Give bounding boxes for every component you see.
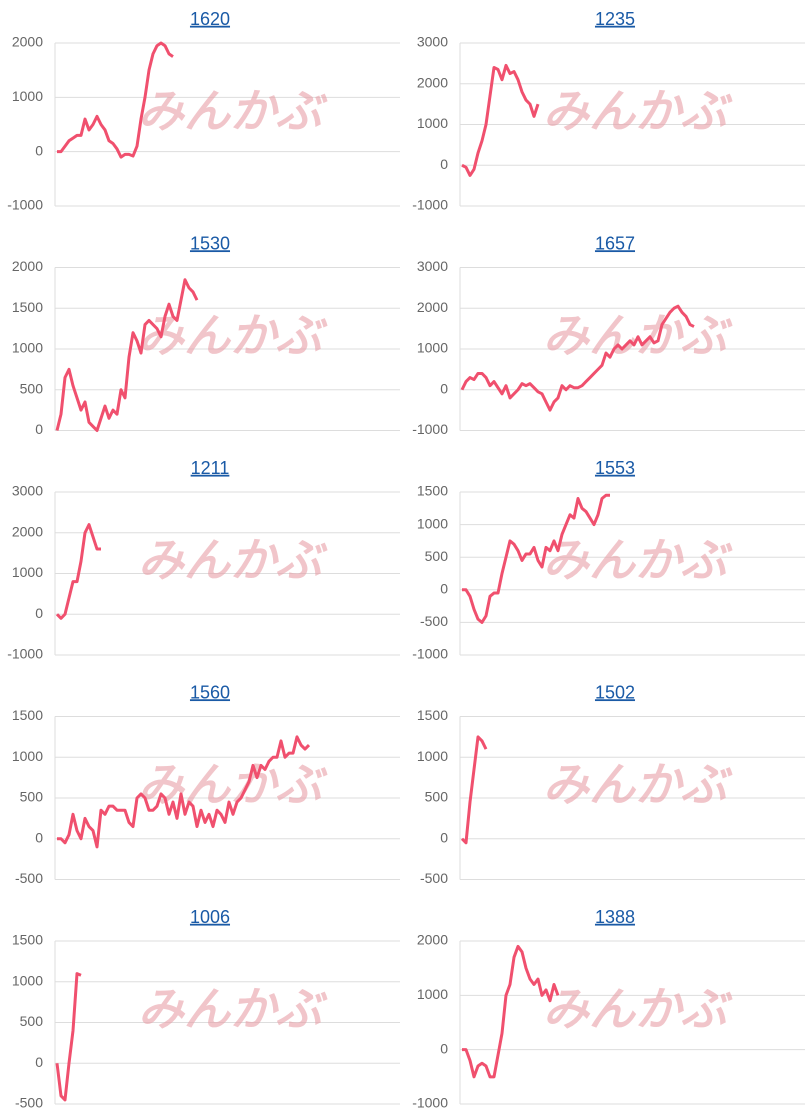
y-tick-label: 2000: [417, 932, 448, 948]
y-tick-label: -1000: [412, 1095, 448, 1111]
y-tick-label: 1000: [417, 748, 448, 764]
y-tick-label: 2000: [417, 299, 448, 315]
y-tick-label: -1000: [7, 197, 43, 213]
chart-title[interactable]: 1006: [190, 907, 230, 927]
y-tick-label: 0: [35, 1054, 43, 1070]
y-tick-label: 0: [440, 1040, 448, 1056]
chart-title[interactable]: 1211: [191, 458, 230, 478]
y-tick-label: 1000: [417, 515, 448, 531]
watermark: みんかぶ: [138, 759, 328, 811]
data-line: [55, 523, 101, 620]
y-tick-label: 1000: [12, 88, 43, 104]
y-tick-label: 0: [35, 142, 43, 158]
y-tick-label: -500: [15, 870, 43, 886]
watermark: みんかぶ: [138, 983, 328, 1035]
y-tick-label: 0: [440, 829, 448, 845]
y-tick-label: 500: [425, 548, 449, 564]
chart-title[interactable]: 1657: [595, 233, 635, 253]
y-tick-label: 1000: [12, 564, 43, 580]
data-line: [462, 944, 560, 1079]
chart-title[interactable]: 1502: [595, 682, 635, 702]
y-tick-label: -1000: [412, 421, 448, 437]
y-tick-label: -500: [420, 870, 448, 886]
y-tick-label: 1000: [12, 748, 43, 764]
watermark: みんかぶ: [138, 85, 328, 137]
data-line: [55, 972, 82, 1102]
y-tick-label: 2000: [12, 34, 43, 50]
data-line: [57, 41, 174, 159]
watermark: みんかぶ: [543, 85, 733, 137]
data-line: [462, 493, 610, 624]
y-tick-label: 2000: [417, 74, 448, 90]
y-tick-label: -1000: [412, 646, 448, 662]
chart-title[interactable]: 1553: [595, 458, 635, 478]
y-tick-label: 0: [35, 829, 43, 845]
chart-title[interactable]: 1235: [595, 9, 635, 29]
y-tick-label: 1500: [417, 483, 448, 499]
chart-title[interactable]: 1560: [190, 682, 230, 702]
y-tick-label: 1500: [12, 707, 43, 723]
y-tick-label: -500: [15, 1095, 43, 1111]
y-tick-label: 1500: [12, 299, 43, 315]
y-tick-label: 3000: [417, 34, 448, 50]
y-tick-label: 1000: [417, 986, 448, 1002]
y-tick-label: 0: [440, 581, 448, 597]
y-tick-label: 500: [20, 380, 44, 396]
watermark: みんかぶ: [543, 759, 733, 811]
y-tick-label: -1000: [7, 646, 43, 662]
y-tick-label: 500: [20, 1013, 44, 1029]
watermark: みんかぶ: [138, 534, 328, 586]
y-tick-label: 1500: [12, 932, 43, 948]
y-tick-label: 1000: [12, 972, 43, 988]
y-tick-label: 0: [35, 605, 43, 621]
watermark: みんかぶ: [138, 310, 328, 362]
y-tick-label: 2000: [12, 523, 43, 539]
y-tick-label: 3000: [12, 483, 43, 499]
y-tick-label: -500: [420, 613, 448, 629]
y-tick-label: 0: [440, 380, 448, 396]
data-line: [57, 735, 311, 849]
data-line: [55, 278, 199, 432]
watermark: みんかぶ: [543, 534, 733, 586]
data-line: [461, 63, 540, 177]
chart-title[interactable]: 1620: [190, 9, 230, 29]
chart-title[interactable]: 1530: [190, 233, 230, 253]
chart-title[interactable]: 1388: [595, 907, 635, 927]
y-tick-label: 1000: [417, 115, 448, 131]
y-tick-label: 2000: [12, 258, 43, 274]
y-tick-label: 1000: [12, 340, 43, 356]
y-tick-label: 500: [425, 789, 449, 805]
y-tick-label: 1500: [417, 707, 448, 723]
y-tick-label: 0: [35, 421, 43, 437]
y-tick-label: 1000: [417, 340, 448, 356]
y-tick-label: -1000: [412, 197, 448, 213]
data-line: [460, 304, 695, 412]
data-line: [460, 735, 488, 845]
y-tick-label: 500: [20, 789, 44, 805]
y-tick-label: 3000: [417, 258, 448, 274]
y-tick-label: 0: [440, 156, 448, 172]
watermark: みんかぶ: [543, 983, 733, 1035]
